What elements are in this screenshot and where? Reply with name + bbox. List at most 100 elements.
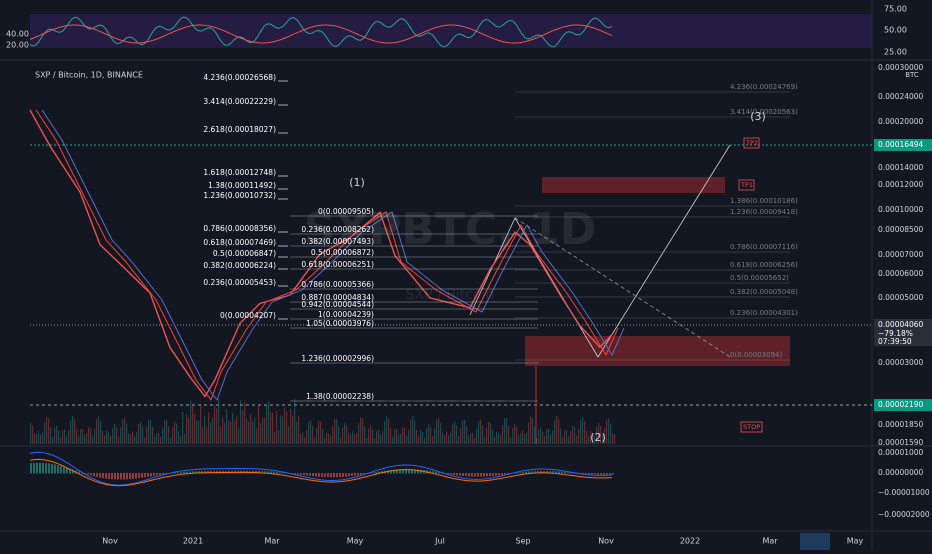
macd-hist	[258, 470, 260, 474]
volume-bar	[532, 418, 534, 444]
macd-hist	[165, 473, 167, 475]
macd-hist	[69, 468, 71, 474]
volume-bar	[298, 415, 300, 444]
volume-bar	[250, 413, 252, 444]
volume-bar	[346, 425, 348, 444]
fib-label: 0.618(0.00006256)	[730, 261, 798, 269]
macd-hist	[294, 473, 296, 475]
volume-bar	[562, 436, 564, 444]
macd-hist	[204, 471, 206, 474]
volume-bar	[130, 434, 132, 444]
volume-bar	[236, 416, 238, 444]
macd-hist	[144, 473, 146, 478]
volume-bar	[384, 421, 386, 444]
rsi-left-label: 40.00	[6, 30, 29, 39]
macd-line	[29, 451, 613, 486]
macd-hist	[303, 473, 305, 476]
fib-label: 0.236(0.00004301)	[730, 309, 798, 317]
volume-bar	[186, 414, 188, 444]
fib-label: 0.236(0.00005453)	[203, 278, 276, 287]
volume-bar	[394, 429, 396, 444]
macd-hist	[270, 471, 272, 474]
rsi-axis-label: 75.00	[884, 5, 907, 14]
volume-bar	[456, 425, 458, 444]
volume-bar	[290, 409, 292, 444]
volume-bar	[32, 425, 34, 444]
macd-hist	[468, 473, 470, 477]
volume-bar	[488, 421, 490, 444]
volume-bar	[154, 436, 156, 444]
volume-bar	[112, 428, 114, 444]
volume-bar	[128, 433, 130, 444]
volume-bar	[454, 421, 456, 444]
macd-hist	[333, 473, 335, 478]
volume-bar	[482, 425, 484, 444]
volume-bar	[334, 419, 336, 444]
volume-bar	[184, 433, 186, 444]
macd-hist	[60, 465, 62, 474]
volume-bar	[496, 431, 498, 444]
volume-bar	[350, 434, 352, 444]
volume-bar	[356, 433, 358, 444]
macd-hist	[594, 473, 596, 475]
volume-bar	[74, 419, 76, 444]
volume-bar	[494, 436, 496, 444]
fib-label: 0.382(0.00006224)	[203, 261, 276, 270]
volume-bar	[502, 424, 504, 444]
volume-bar	[548, 428, 550, 444]
volume-bar	[520, 433, 522, 444]
macd-hist	[603, 473, 605, 475]
volume-bar	[472, 432, 474, 444]
wave-label: (2)	[590, 431, 606, 444]
macd-hist	[447, 473, 449, 475]
macd-hist	[378, 471, 380, 474]
macd-hist	[537, 471, 539, 474]
volume-bar	[448, 435, 450, 444]
price-badge	[874, 399, 932, 411]
rsi-band	[30, 14, 872, 48]
volume-bar	[370, 425, 372, 444]
time-axis-label: 2022	[680, 537, 700, 546]
volume-bar	[180, 436, 182, 444]
volume-bar	[512, 428, 514, 444]
macd-hist	[528, 471, 530, 474]
volume-bar	[210, 422, 212, 444]
volume-bar	[526, 432, 528, 444]
volume-bar	[52, 436, 54, 444]
volume-bar	[84, 434, 86, 444]
price-badge	[874, 319, 932, 346]
volume-bar	[392, 437, 394, 444]
volume-bar	[552, 430, 554, 444]
macd-hist	[432, 471, 434, 474]
macd-hist	[297, 473, 299, 475]
macd-hist	[411, 469, 413, 474]
volume-bar	[98, 416, 100, 444]
volume-bar	[102, 430, 104, 444]
price-axis-label: 0.00014000	[878, 163, 924, 172]
volume-bar	[382, 431, 384, 444]
macd-hist	[480, 473, 482, 477]
volume-bar	[560, 428, 562, 444]
macd-hist	[606, 473, 608, 475]
volume-bar	[138, 423, 140, 444]
macd-hist	[261, 471, 263, 474]
macd-hist	[306, 473, 308, 476]
macd-hist	[360, 473, 362, 475]
volume-bar	[374, 437, 376, 444]
volume-bar	[524, 434, 526, 444]
volume-bar	[432, 435, 434, 444]
volume-bar	[568, 436, 570, 444]
volume-bar	[110, 436, 112, 444]
tp1-zone	[542, 177, 725, 193]
macd-hist	[189, 471, 191, 474]
volume-bar	[388, 418, 390, 444]
volume-bar	[66, 435, 68, 444]
volume-bar	[362, 418, 364, 444]
volume-bar	[522, 430, 524, 444]
volume-bar	[594, 435, 596, 444]
fib-label: 0.382(0.00007493)	[301, 237, 374, 246]
volume-bar	[150, 420, 152, 444]
volume-bar	[452, 424, 454, 444]
macd-hist	[609, 473, 611, 475]
volume-bar	[514, 424, 516, 444]
